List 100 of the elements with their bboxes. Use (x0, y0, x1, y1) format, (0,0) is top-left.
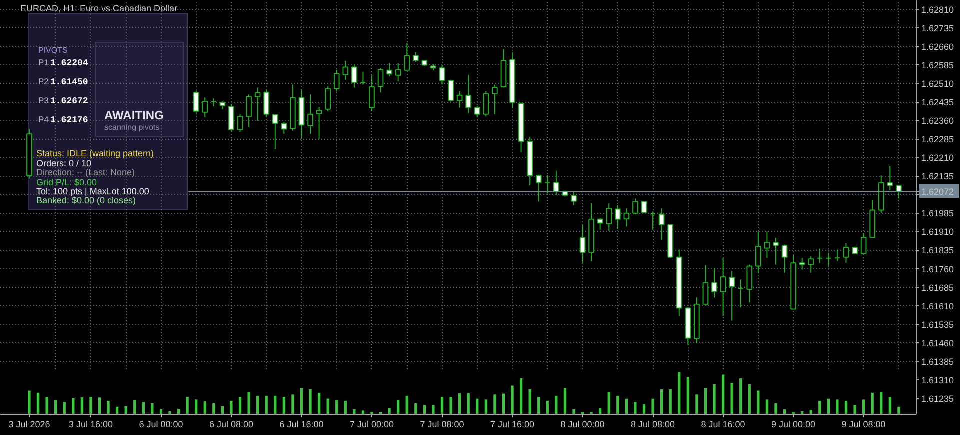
bar (854, 405, 856, 414)
annotation: P4 (38, 114, 50, 124)
y-tick-label: 1.61460 (922, 338, 954, 348)
bar (292, 394, 294, 414)
y-tick-label: 1.62585 (922, 60, 954, 70)
bar (450, 397, 452, 414)
bar (90, 397, 92, 414)
candlestick (782, 244, 788, 274)
bar (888, 397, 892, 414)
annotation: 1.62204 (50, 58, 89, 68)
bar (151, 404, 154, 414)
candlestick (281, 122, 288, 135)
bar (810, 410, 812, 414)
candlestick (254, 87, 261, 122)
candlestick (483, 90, 490, 118)
candlestick (614, 205, 621, 230)
bar (502, 394, 506, 414)
bar (248, 392, 250, 414)
candlestick (342, 60, 349, 80)
bar (572, 409, 576, 414)
bar (476, 398, 479, 414)
bar (142, 402, 145, 414)
y-tick-label: 1.61760 (922, 264, 954, 274)
chart-title: EURCAD, H1: Euro vs Canadian Dollar (20, 4, 178, 14)
bar (538, 397, 540, 414)
candlestick (624, 208, 630, 228)
bar (555, 396, 558, 414)
candlestick (764, 231, 770, 259)
candlestick (360, 71, 366, 86)
annotation: 1.62672 (50, 96, 88, 106)
bar (608, 392, 610, 414)
y-tick-label: 1.62360 (922, 116, 954, 126)
bar (564, 388, 567, 414)
candlestick (412, 52, 419, 63)
bar (274, 396, 277, 414)
x-tick-label: 8 Jul 00:00 (560, 420, 605, 430)
annotation: Status: IDLE (waiting pattern) (36, 148, 154, 158)
candlestick (887, 166, 894, 191)
y-tick-label: 1.61985 (922, 208, 954, 219)
bar (740, 378, 742, 414)
bar (686, 377, 690, 414)
candlestick (246, 94, 252, 128)
bar (423, 405, 426, 414)
candlestick (272, 114, 278, 150)
y-tick-label: 1.61610 (922, 301, 954, 312)
candlestick (325, 86, 331, 112)
bar (757, 390, 760, 414)
ref-line-label: 1.62072 (922, 187, 954, 198)
x-tick-label: 7 Jul 08:00 (420, 420, 464, 430)
candlestick (756, 231, 762, 274)
annotation: P1 (38, 58, 50, 68)
bar (599, 408, 602, 414)
bar (704, 388, 708, 414)
y-tick-label: 1.61910 (922, 227, 954, 238)
bar (546, 400, 549, 414)
candlestick (658, 208, 665, 240)
bar (625, 398, 628, 414)
candlestick (386, 62, 392, 78)
y-tick-label: 1.62435 (922, 98, 954, 108)
bar (494, 394, 496, 414)
y-tick-label: 1.61835 (922, 246, 954, 256)
candlestick (352, 63, 358, 88)
candlestick (395, 62, 402, 82)
bar (46, 397, 48, 414)
bar (238, 397, 242, 414)
candlestick (439, 64, 446, 86)
y-tick-label: 1.61385 (922, 356, 954, 367)
bar (827, 398, 830, 414)
bar (230, 400, 233, 414)
candlestick (860, 232, 867, 255)
candlestick (448, 79, 454, 102)
bar (722, 374, 725, 414)
bar (265, 396, 268, 414)
candlestick (456, 90, 463, 108)
annotation: 1.62176 (50, 116, 88, 126)
bar (116, 406, 119, 414)
candlestick (228, 104, 234, 132)
x-tick-label: 3 Jul 16:00 (68, 420, 113, 430)
bar (195, 400, 198, 414)
candlestick (702, 264, 709, 306)
bar (774, 404, 778, 414)
candlestick (369, 74, 375, 112)
candlestick (712, 268, 718, 298)
bar (642, 404, 646, 414)
bar (256, 396, 260, 414)
bar (783, 409, 786, 414)
bar (336, 400, 338, 414)
candlestick (474, 106, 480, 118)
annotation: P3 (38, 96, 50, 106)
bar (713, 384, 716, 414)
candlestick (404, 42, 410, 72)
candlestick (237, 114, 244, 132)
bar (871, 392, 874, 414)
candlestick (843, 242, 850, 264)
bar (318, 392, 321, 414)
annotation: PIVOTS (38, 46, 68, 55)
y-tick-label: 1.62510 (922, 79, 954, 89)
annotation: Direction: -- (Last: None) (36, 168, 136, 178)
bar (414, 404, 418, 414)
candlestick (492, 84, 498, 115)
